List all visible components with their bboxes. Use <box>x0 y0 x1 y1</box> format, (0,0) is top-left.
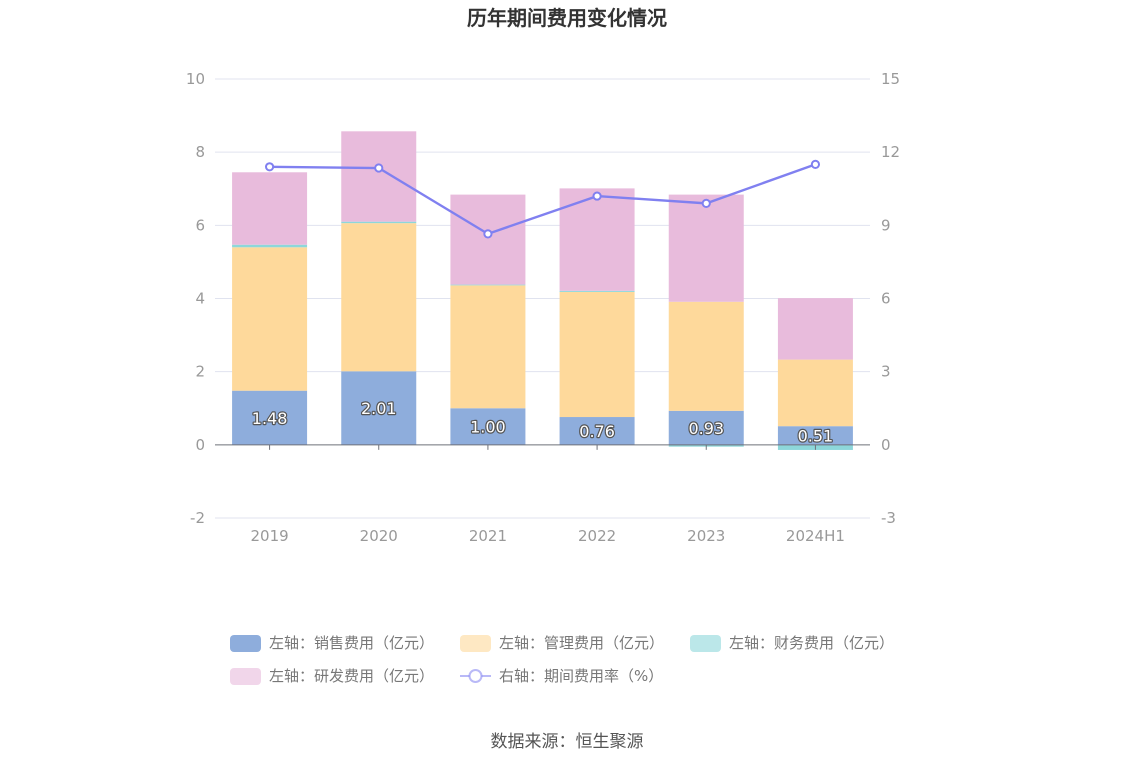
legend-item[interactable]: 左轴：财务费用（亿元） <box>690 634 894 652</box>
bar-2019-series-3 <box>232 172 308 245</box>
gridlines <box>215 78 870 519</box>
bar-2019-series-2 <box>232 244 308 248</box>
bar-2020-series-2 <box>341 221 417 224</box>
right-tick-label: -3 <box>881 509 896 527</box>
right-tick-label: 6 <box>881 290 891 308</box>
source-note: 数据来源：恒生聚源 <box>491 732 644 752</box>
bar-2022-series-2 <box>559 290 635 292</box>
bar-2021-series-0 <box>450 408 526 445</box>
x-tick-label: 2022 <box>578 527 616 545</box>
bar-2023-series-1 <box>668 301 744 411</box>
left-tick-label: 8 <box>195 143 205 161</box>
legend-item[interactable]: 左轴：管理费用（亿元） <box>460 634 664 652</box>
bar-value-label: 0.76 <box>579 422 615 441</box>
x-tick-label: 2019 <box>250 527 288 545</box>
bar-value-label: 0.93 <box>688 419 724 438</box>
legend-label: 右轴：期间费用率（%） <box>499 667 663 685</box>
bar-2020-series-3 <box>341 131 417 222</box>
bar-2019-series-0 <box>232 390 308 445</box>
legend-swatch <box>460 635 491 652</box>
bar-2024H1-series-1 <box>777 359 853 427</box>
right-tick-label: 15 <box>881 70 900 88</box>
legend-item[interactable]: 左轴：销售费用（亿元） <box>230 634 434 652</box>
bar-2023-series-0 <box>668 410 744 445</box>
legend-label: 左轴：管理费用（亿元） <box>499 634 664 652</box>
left-tick-label: 6 <box>195 216 205 234</box>
bar-2022-series-0 <box>559 417 635 445</box>
chart-title: 历年期间费用变化情况 <box>467 6 667 30</box>
bar-2021-series-3 <box>450 194 526 285</box>
axes: -2 0 2 4 6 8 10 -3 0 3 6 9 12 15 2019 2020 2021 2022 2023 2… <box>186 70 900 545</box>
bar-2019-series-1 <box>232 247 308 391</box>
legend-label: 左轴：研发费用（亿元） <box>269 667 434 685</box>
rate-point <box>592 191 602 201</box>
bar-2022-series-3 <box>559 188 635 291</box>
bar-value-label: 1.00 <box>470 418 506 437</box>
bar-2021-series-2 <box>450 284 526 286</box>
legend-swatch <box>690 635 721 652</box>
x-tick-label: 2023 <box>687 527 725 545</box>
legend-item[interactable]: 左轴：研发费用（亿元） <box>230 667 434 685</box>
left-tick-label: 0 <box>195 436 205 454</box>
bar-value-label: 1.48 <box>252 409 288 428</box>
legend-item[interactable]: 右轴：期间费用率（%） <box>460 667 663 685</box>
bar-2023-series-3 <box>668 194 744 302</box>
bar-labels: 1.48 2.01 1.00 0.76 0.93 0.51 <box>251 398 835 447</box>
bar-2024H1-series-3 <box>777 298 853 360</box>
right-tick-label: 0 <box>881 436 891 454</box>
bar-2020-series-0 <box>341 371 417 445</box>
rate-point <box>264 162 275 172</box>
rate-line-path <box>269 163 816 236</box>
left-tick-label: 10 <box>186 70 205 88</box>
bar-2021-series-1 <box>450 285 526 409</box>
rate-point <box>483 229 493 239</box>
legend-label: 左轴：销售费用（亿元） <box>269 634 434 652</box>
x-tick-label: 2024H1 <box>786 527 845 545</box>
left-tick-label: 2 <box>195 363 205 381</box>
legend-marker <box>468 669 483 683</box>
right-tick-label: 3 <box>881 363 891 381</box>
rate-point <box>374 163 384 173</box>
x-tick-label: 2020 <box>360 527 398 545</box>
bar-value-label: 0.51 <box>798 427 834 446</box>
legend-label: 左轴：财务费用（亿元） <box>729 634 894 652</box>
x-tick-label: 2021 <box>469 527 507 545</box>
right-tick-label: 12 <box>881 143 900 161</box>
legend: 左轴：销售费用（亿元） 左轴：管理费用（亿元） 左轴：财务费用（亿元） 左轴：研发费用… <box>230 634 894 685</box>
bar-2024H1-series-0 <box>777 426 853 445</box>
legend-swatch <box>230 635 261 652</box>
left-tick-label: -2 <box>190 509 205 527</box>
rate-line <box>264 159 821 239</box>
bar-2020-series-1 <box>341 223 417 372</box>
bars <box>232 131 853 450</box>
rate-point <box>810 159 821 169</box>
right-tick-label: 9 <box>881 216 891 234</box>
left-tick-label: 4 <box>195 290 205 308</box>
legend-swatch <box>230 668 261 685</box>
bar-value-label: 2.01 <box>361 399 397 418</box>
bar-2022-series-1 <box>559 291 635 418</box>
rate-point <box>701 198 711 208</box>
